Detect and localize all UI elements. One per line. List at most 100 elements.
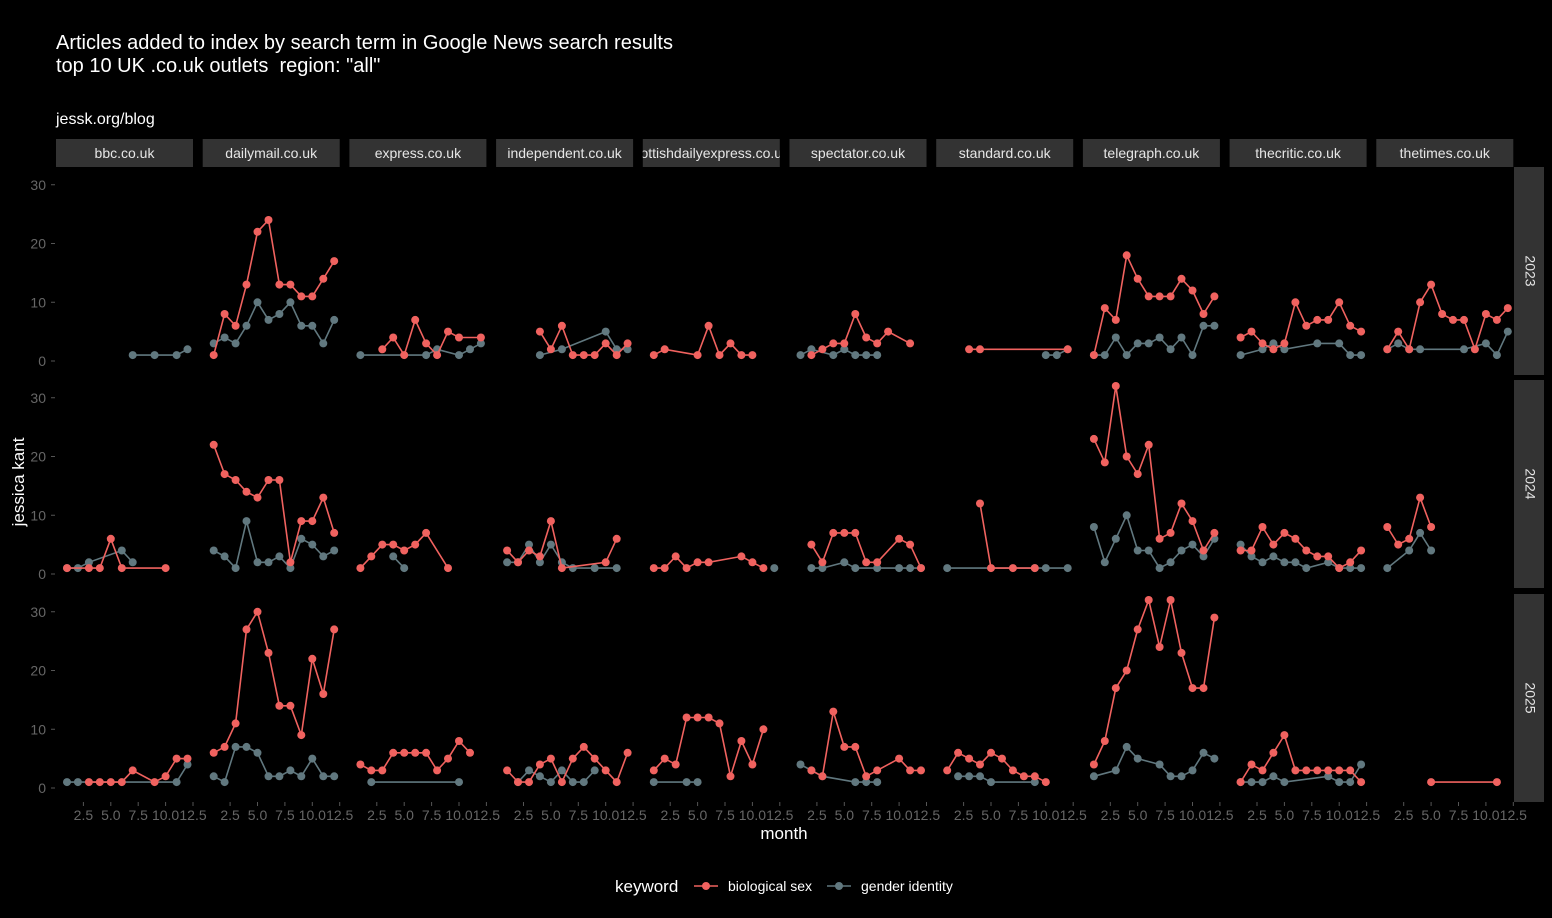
series-gender-identity <box>1383 528 1436 573</box>
data-point-gender-identity <box>231 564 240 573</box>
data-point-gender-identity <box>1188 766 1197 775</box>
data-point-biological-sex <box>1247 327 1256 336</box>
data-point-biological-sex <box>557 564 566 573</box>
data-point-biological-sex <box>1155 292 1164 301</box>
data-point-gender-identity <box>557 345 566 354</box>
data-point-biological-sex <box>1100 737 1109 745</box>
panel-2023-telegraph.co.uk <box>1089 251 1219 360</box>
data-point-biological-sex <box>1438 310 1447 318</box>
series-gender-identity <box>367 778 463 787</box>
data-point-biological-sex <box>319 493 328 502</box>
facet-strip-express.co.uk: express.co.uk <box>349 139 487 167</box>
data-point-biological-sex <box>682 713 691 722</box>
data-point-gender-identity <box>807 564 816 573</box>
data-point-gender-identity <box>356 351 365 360</box>
data-point-biological-sex <box>411 315 420 324</box>
data-point-gender-identity <box>1188 351 1197 360</box>
data-point-biological-sex <box>1269 345 1278 354</box>
data-point-gender-identity <box>1346 778 1355 787</box>
panel-2025-standard.co.uk <box>943 748 1050 787</box>
data-point-biological-sex <box>535 760 544 769</box>
data-point-gender-identity <box>172 351 181 360</box>
data-point-biological-sex <box>242 625 251 634</box>
data-point-gender-identity <box>954 772 963 781</box>
data-point-biological-sex <box>906 339 915 348</box>
data-point-biological-sex <box>297 731 306 740</box>
data-point-biological-sex <box>829 339 838 348</box>
x-tick-label: 5.0 <box>101 807 121 823</box>
legend-key-point <box>835 882 843 890</box>
series-gender-identity <box>535 327 632 360</box>
data-point-biological-sex <box>840 339 849 348</box>
data-point-gender-identity <box>1100 351 1109 360</box>
data-point-gender-identity <box>209 772 218 781</box>
data-point-gender-identity <box>1199 321 1208 330</box>
series-biological-sex <box>649 552 768 573</box>
data-point-biological-sex <box>209 748 218 757</box>
strip-background <box>349 139 487 167</box>
data-point-biological-sex <box>1302 321 1311 330</box>
data-point-biological-sex <box>568 754 577 763</box>
x-tick-label: 7.5 <box>1302 807 1322 823</box>
data-point-biological-sex <box>943 766 952 775</box>
data-point-biological-sex <box>1008 564 1017 573</box>
strip-label: spectator.co.uk <box>811 145 906 161</box>
panel-2024-scottishdailyexpress.co.uk <box>649 552 779 573</box>
strip-background <box>202 139 340 167</box>
data-point-biological-sex <box>297 517 306 526</box>
x-tick-label: 7.5 <box>569 807 589 823</box>
data-point-biological-sex <box>95 778 104 787</box>
data-point-gender-identity <box>264 558 273 567</box>
data-point-biological-sex <box>514 778 522 787</box>
data-point-biological-sex <box>1258 766 1267 775</box>
x-tick-label: 10.0 <box>152 807 179 823</box>
data-point-biological-sex <box>1427 280 1436 289</box>
series-line-gender-identity <box>1386 531 1432 569</box>
data-point-gender-identity <box>1258 558 1267 567</box>
data-point-biological-sex <box>807 766 816 775</box>
data-point-biological-sex <box>612 534 621 543</box>
series-biological-sex <box>1236 731 1366 787</box>
data-point-gender-identity <box>422 351 431 360</box>
data-point-gender-identity <box>308 321 317 330</box>
chart-title-line1: Articles added to index by search term i… <box>56 32 673 54</box>
series-biological-sex <box>535 321 632 360</box>
series-biological-sex <box>1383 280 1512 354</box>
data-point-biological-sex <box>264 476 273 484</box>
series-biological-sex <box>1089 382 1219 555</box>
data-point-biological-sex <box>759 725 768 734</box>
data-point-gender-identity <box>1177 772 1186 781</box>
series-gender-identity <box>389 552 409 573</box>
data-point-gender-identity <box>1063 564 1072 573</box>
x-axis-title: month <box>760 824 807 843</box>
data-point-gender-identity <box>1291 558 1300 567</box>
data-point-gender-identity <box>400 564 409 573</box>
data-point-gender-identity <box>1144 546 1153 555</box>
data-point-biological-sex <box>84 778 93 787</box>
data-point-biological-sex <box>1236 546 1245 555</box>
data-point-biological-sex <box>546 517 555 526</box>
data-point-biological-sex <box>1111 315 1120 324</box>
series-biological-sex <box>63 534 170 573</box>
facet-strip-2025: 2025 <box>1514 594 1544 802</box>
panel-2023-thecritic.co.uk <box>1236 298 1366 360</box>
facet-strip-dailymail.co.uk: dailymail.co.uk <box>202 139 340 167</box>
data-point-biological-sex <box>1449 315 1457 324</box>
series-biological-sex <box>209 607 339 757</box>
data-point-gender-identity <box>829 351 838 360</box>
data-point-biological-sex <box>1177 499 1186 508</box>
data-point-biological-sex <box>1166 596 1175 604</box>
x-tick-label: 2.5 <box>1394 807 1414 823</box>
data-point-gender-identity <box>1210 321 1219 330</box>
series-gender-identity <box>1236 339 1366 360</box>
legend-item-label: biological sex <box>728 878 812 894</box>
data-point-biological-sex <box>1041 778 1050 787</box>
data-point-gender-identity <box>275 772 284 781</box>
data-point-gender-identity <box>1111 766 1120 775</box>
data-point-biological-sex <box>884 327 893 336</box>
data-point-biological-sex <box>1089 434 1098 443</box>
data-point-biological-sex <box>704 713 713 722</box>
data-point-gender-identity <box>1052 351 1061 360</box>
data-point-gender-identity <box>818 564 827 573</box>
data-point-gender-identity <box>455 778 463 787</box>
